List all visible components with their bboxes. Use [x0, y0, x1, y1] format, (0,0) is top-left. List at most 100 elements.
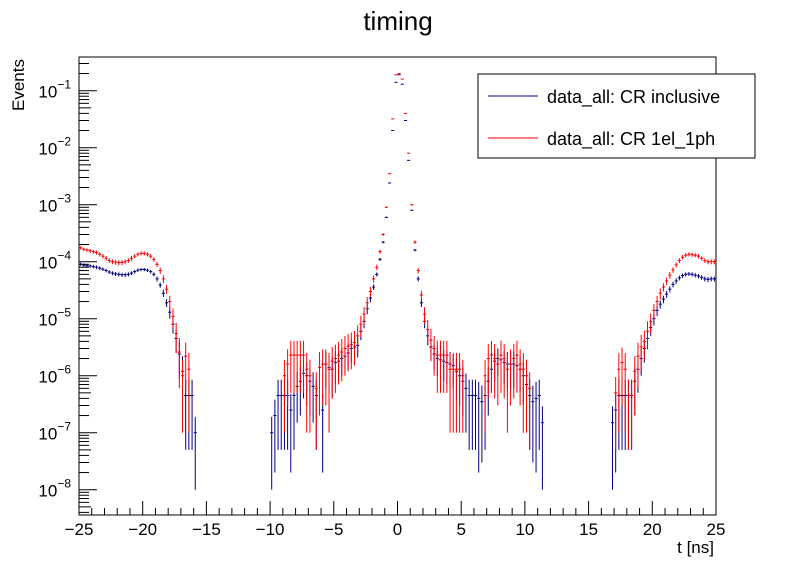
data-point [693, 273, 697, 278]
data-point [540, 406, 545, 490]
data-point [107, 258, 111, 263]
data-point [378, 257, 382, 261]
data-point [184, 342, 188, 389]
data-point [620, 347, 624, 406]
data-point [435, 340, 439, 393]
data-point [458, 353, 462, 433]
data-point [123, 259, 127, 265]
data-point [477, 381, 481, 473]
x-tick-label: 10 [515, 520, 534, 539]
data-point [356, 325, 360, 355]
data-point [429, 328, 433, 362]
data-point [515, 340, 519, 393]
data-point [139, 251, 143, 256]
data-point [696, 273, 701, 279]
data-point [126, 258, 130, 263]
data-point [314, 372, 318, 450]
data-point [311, 372, 315, 423]
data-point [343, 335, 347, 376]
data-point [362, 307, 366, 325]
data-point [467, 379, 471, 450]
y-tick-label: 10−7 [38, 420, 71, 444]
data-point [273, 399, 277, 473]
data-point [534, 381, 538, 473]
data-point [79, 246, 83, 250]
data-point [636, 342, 640, 389]
data-point [120, 260, 124, 266]
data-point [91, 264, 95, 269]
data-point [680, 255, 685, 260]
data-point [133, 254, 137, 259]
data-point [445, 340, 449, 393]
data-point [270, 416, 274, 490]
data-point [101, 267, 105, 271]
data-point [442, 340, 446, 393]
data-point [518, 349, 522, 406]
data-point [416, 276, 420, 282]
data-point [483, 359, 487, 433]
data-point [114, 271, 118, 277]
data-point [104, 255, 108, 261]
data-point [152, 257, 156, 262]
data-point [671, 267, 675, 273]
data-point [451, 353, 455, 433]
x-tick-label: −20 [128, 520, 157, 539]
data-point [94, 265, 99, 270]
data-point [305, 353, 309, 433]
data-point [486, 343, 490, 399]
data-point [330, 346, 334, 399]
data-point [88, 264, 92, 268]
data-point [700, 275, 704, 280]
data-point [645, 321, 650, 349]
y-tick-label: 10−5 [38, 306, 71, 330]
data-point [684, 253, 688, 258]
data-point [658, 288, 662, 300]
data-point [696, 254, 701, 259]
data-point [145, 252, 150, 257]
data-point [133, 269, 137, 274]
data-point [668, 271, 672, 279]
data-point [155, 261, 159, 268]
y-tick-label: 10−8 [38, 477, 71, 501]
data-point [193, 416, 197, 490]
data-point [661, 295, 666, 304]
data-point [372, 284, 376, 290]
data-point [639, 334, 643, 372]
chart-title: timing [363, 6, 432, 36]
data-point [706, 259, 710, 265]
x-tick-label: 20 [643, 520, 662, 539]
data-point [633, 356, 637, 416]
data-point [107, 270, 111, 274]
data-point [505, 353, 509, 433]
data-point [120, 272, 124, 277]
data-point [91, 249, 95, 254]
data-point [308, 359, 312, 433]
y-tick-label: 10−1 [38, 78, 71, 102]
data-point [684, 272, 688, 277]
data-point [117, 272, 121, 277]
data-point [531, 385, 535, 463]
data-point [368, 286, 373, 298]
data-point [687, 271, 691, 277]
data-point [177, 337, 181, 389]
data-point [464, 373, 468, 433]
data-point [652, 304, 656, 319]
data-point [276, 379, 280, 450]
data-point [410, 203, 414, 206]
data-point [438, 340, 443, 393]
data-point [164, 285, 169, 295]
data-point [286, 349, 290, 406]
data-point [493, 343, 497, 399]
data-point [661, 283, 666, 292]
data-point [499, 340, 503, 393]
data-point [410, 209, 414, 211]
data-point [164, 299, 169, 308]
data-point [454, 353, 459, 433]
data-point [703, 276, 707, 282]
data-point [184, 379, 188, 450]
data-point [174, 322, 178, 354]
data-point [365, 297, 369, 311]
data-point [168, 307, 172, 319]
data-point [324, 349, 328, 406]
data-point [413, 248, 417, 252]
